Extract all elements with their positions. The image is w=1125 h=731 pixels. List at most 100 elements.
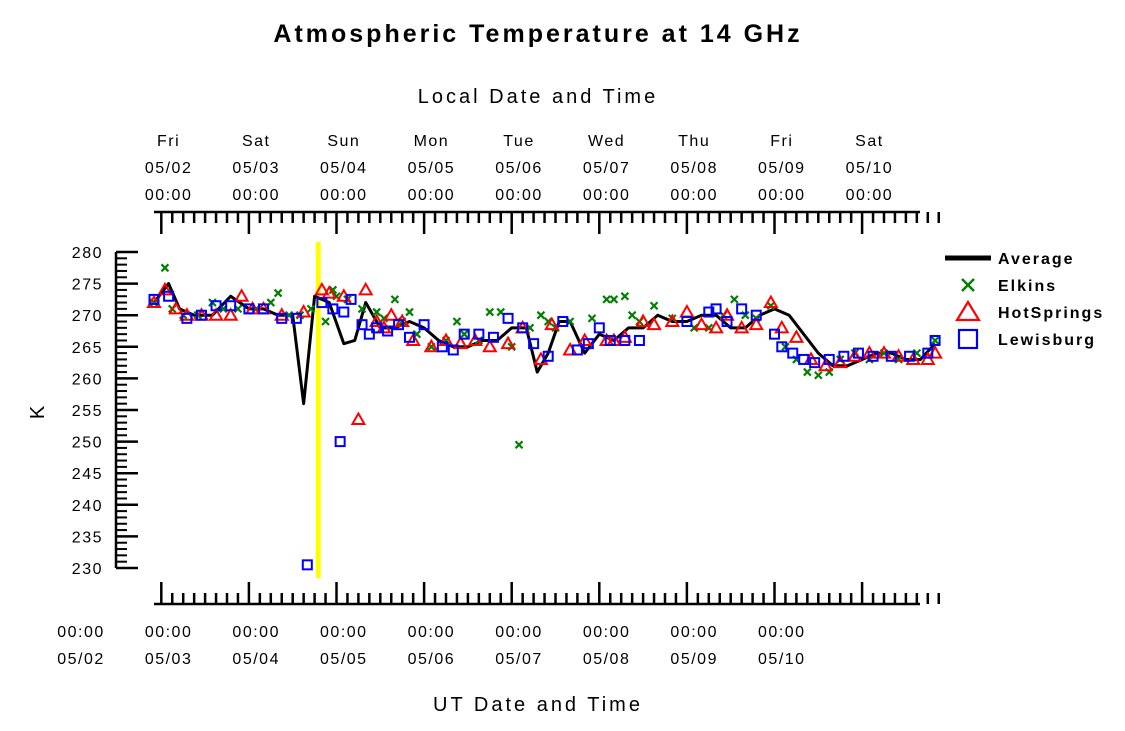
lewisburg-point (436, 341, 448, 353)
lewisburg-point (838, 350, 850, 362)
hotsprings-point (208, 307, 224, 321)
y-tick-label: 275 (72, 277, 103, 294)
hotsprings-point (146, 294, 162, 309)
lewisburg-point (619, 334, 631, 346)
top-tick-date: 05/08 (670, 160, 718, 177)
legend-label: Lewisburg (998, 332, 1096, 349)
lewisburg-point (517, 322, 529, 334)
hotsprings-point (368, 313, 385, 328)
lewisburg-point (929, 334, 941, 346)
hotsprings-point (350, 411, 367, 425)
top-tick-day: Fri (157, 133, 180, 150)
x-axis-title: UT Date and Time (433, 694, 643, 716)
lewisburg-point (710, 303, 722, 315)
lewisburg-point (542, 350, 554, 362)
top-tick-time: 00:00 (583, 187, 631, 204)
elkins-point (803, 367, 812, 377)
lewisburg-point (458, 328, 470, 340)
elkins-point (459, 329, 469, 339)
lewisburg-point (750, 309, 762, 321)
hotsprings-point (693, 316, 710, 331)
top-axis-title: Local Date and Time (418, 86, 658, 108)
bottom-tick-time: 00:00 (57, 624, 105, 641)
lewisburg-point (867, 350, 879, 362)
lewisburg-point (447, 344, 459, 356)
lewisburg-point (776, 341, 788, 353)
lewisburg-point (823, 353, 835, 365)
elkins-point (405, 307, 414, 317)
lewisburg-point (290, 312, 302, 324)
hotsprings-point (832, 354, 848, 369)
bottom-tick-date: 05/08 (583, 651, 631, 668)
top-tick-time: 00:00 (320, 187, 368, 204)
lewisburg-point (721, 316, 733, 328)
y-tick-label: 245 (72, 466, 103, 483)
lewisburg-point (163, 290, 175, 302)
lewisburg-point (363, 328, 375, 340)
lewisburg-point (681, 316, 693, 328)
top-tick-date: 05/02 (145, 160, 193, 177)
lewisburg-point (334, 436, 346, 448)
lewisburg-point (904, 350, 916, 362)
legend-item: Lewisburg (957, 328, 1096, 350)
elkins-point (273, 288, 283, 298)
bottom-tick-time: 00:00 (670, 624, 718, 641)
bottom-tick-time: 00:00 (320, 624, 368, 641)
legend-item: Elkins (961, 278, 1055, 295)
top-tick-day: Sun (327, 133, 360, 150)
lewisburg-point (736, 303, 748, 315)
hotsprings-point (817, 357, 834, 372)
hotsprings-point (774, 319, 790, 334)
hotsprings-point (679, 304, 695, 318)
lewisburg-point (225, 300, 237, 312)
elkins-point (649, 301, 659, 310)
elkins-point (766, 301, 776, 310)
elkins-point (357, 304, 367, 314)
lewisburg-point (210, 300, 222, 312)
hotsprings-point (423, 338, 440, 353)
hotsprings-point (664, 313, 681, 328)
lewisburg-point (557, 316, 569, 328)
lewisburg-point (393, 319, 405, 331)
bottom-tick-date: 05/10 (758, 651, 806, 668)
hotsprings-point (357, 281, 374, 296)
elkins-point (321, 317, 330, 326)
top-tick-date: 05/05 (408, 160, 456, 177)
lewisburg-point (301, 559, 313, 571)
top-tick-time: 00:00 (758, 187, 806, 204)
hotsprings-point (719, 307, 735, 321)
elkins-point (587, 314, 597, 323)
legend: Average Elkins HotSprings Lewisburg (945, 251, 1104, 350)
hotsprings-point (788, 329, 805, 343)
hotsprings-point (905, 351, 921, 365)
elkins-point (452, 317, 462, 326)
elkins-point (620, 291, 630, 301)
top-tick-day: Sat (242, 133, 271, 150)
elkins-point (814, 370, 823, 380)
hotsprings-point (646, 316, 662, 331)
top-tick-day: Mon (414, 133, 450, 150)
elkins-point (514, 440, 524, 450)
lewisburg-point (852, 347, 864, 359)
bottom-tick-time: 00:00 (583, 624, 631, 641)
elkins-point (602, 295, 611, 304)
lewisburg-point (487, 331, 499, 343)
lewisburg-point (258, 303, 269, 315)
hotsprings-point (168, 300, 184, 315)
top-tick-time: 00:00 (232, 187, 280, 204)
top-tick-date: 05/03 (232, 160, 280, 177)
y-axis: 230 235 240 245 250 255 260 265 270 275 280 (72, 245, 138, 578)
top-tick-date: 05/06 (495, 160, 543, 177)
bottom-tick-date: 05/05 (320, 651, 368, 668)
y-tick-label: 250 (72, 435, 103, 452)
top-tick-time: 00:00 (145, 187, 193, 204)
lewisburg-point (338, 306, 350, 318)
lewisburg-point (404, 331, 415, 343)
lewisburg-point (809, 357, 821, 369)
legend-label: HotSprings (998, 305, 1104, 322)
hotsprings-point (635, 313, 651, 328)
series-average (152, 282, 937, 406)
legend-swatch-x (961, 278, 975, 292)
lewisburg-point (633, 334, 645, 346)
